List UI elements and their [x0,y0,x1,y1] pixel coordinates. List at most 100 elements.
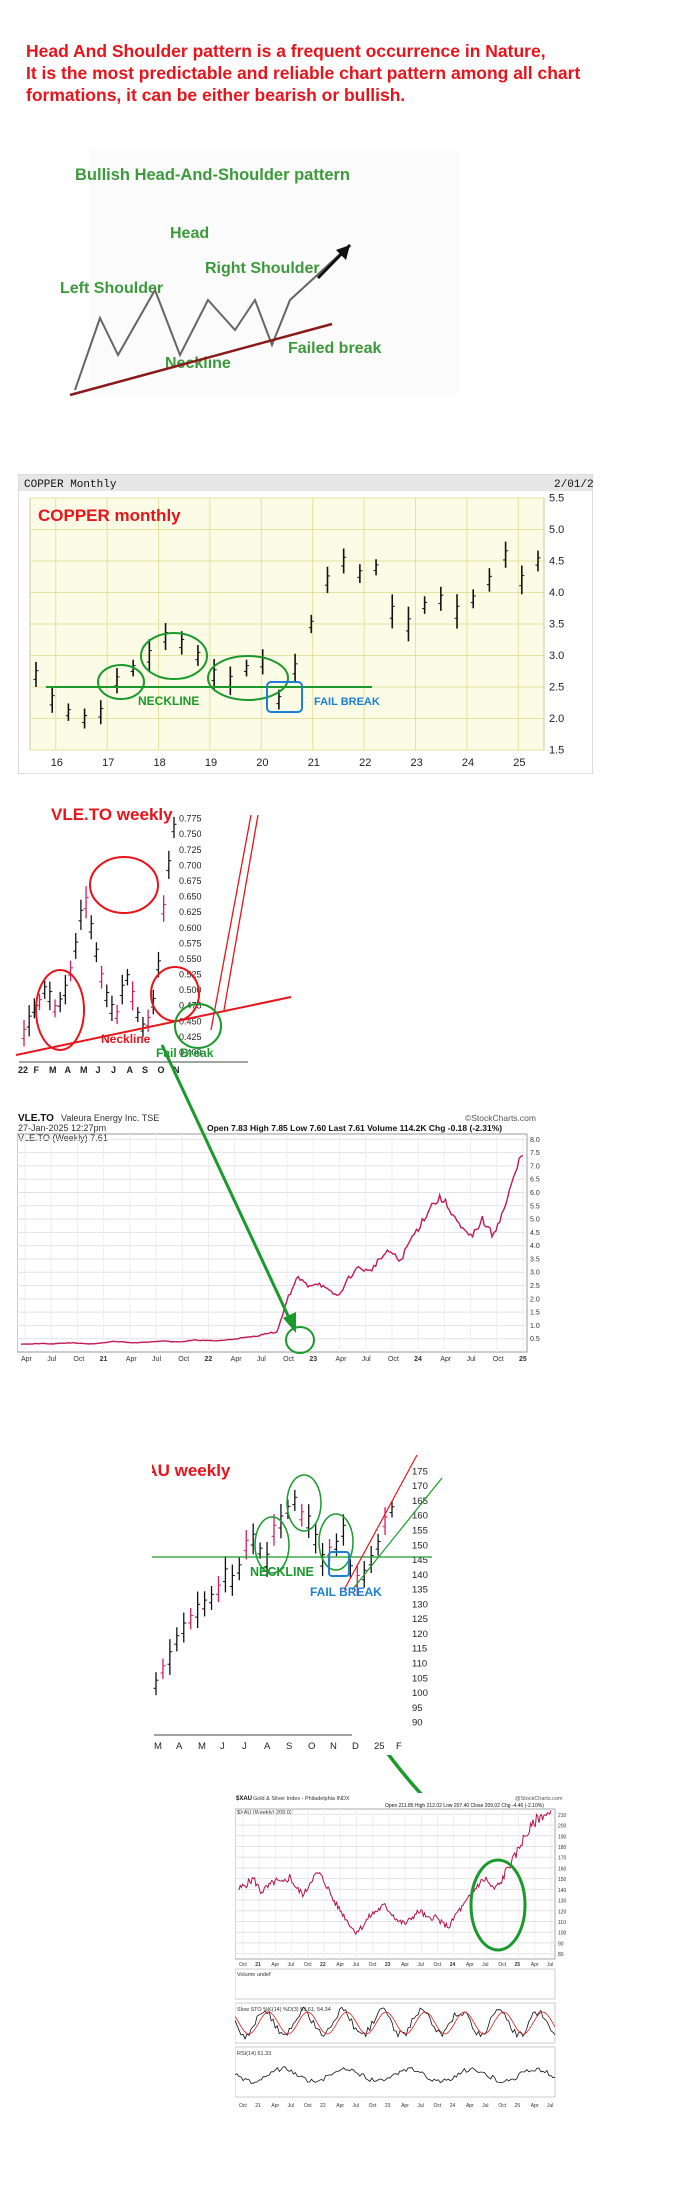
xau-y-tick: 115 [412,1644,427,1655]
xaus-x-tick: Jul [352,1962,358,1968]
vle-trend-line-2 [210,814,252,1031]
xaus-credit: @StockCharts.com [515,1796,563,1802]
vle-bar [109,995,115,1021]
vle-y-tick: 0.675 [179,876,202,886]
copper-bar [503,541,509,568]
xaus-y-tick: 110 [558,1920,566,1926]
neckline-label: Neckline [165,355,231,372]
xau-weekly-background [152,1440,452,1755]
vle-y-tick: 0.775 [179,814,202,824]
xaus-lower-x-tick: 21 [255,2103,261,2109]
vle-bar [93,942,99,963]
vles-x-tick: 22 [204,1356,212,1363]
intro-line-3: formations, it can be either bearish or … [26,85,406,105]
xau-bar [313,1524,319,1554]
xau-bar [375,1533,381,1556]
xaus-y-tick: 90 [558,1941,564,1947]
xau-bar [215,1575,221,1603]
copper-x-tick: 24 [462,757,474,769]
copper-bar [146,639,152,672]
xaus-lower-x-tick: Apr [466,2103,474,2109]
vles-y-tick: 2.0 [530,1296,540,1303]
vle-x-tick: A [65,1065,72,1075]
vles-x-tick: Apr [126,1356,138,1363]
xaus-x-tick: Jul [417,1962,423,1968]
xaus-y-tick: 200 [558,1824,567,1830]
xau-x-tick: N [330,1741,337,1752]
vle-x-tick: J [96,1065,101,1075]
xaus-y-tick: 170 [558,1856,567,1862]
vles-symbol: VLE.TO [18,1113,54,1124]
schematic-diagram: Bullish Head-And-Shoulder pattern Head L… [60,150,460,397]
xaus-x-tick: Apr [336,1962,344,1968]
xaus-y-tick: 180 [558,1845,567,1851]
vles-y-tick: 2.5 [530,1283,540,1290]
copper-bar [211,658,217,690]
vle-y-tick: 0.750 [179,829,202,839]
xau-bar [382,1507,388,1536]
intro-line-2: It is the most predictable and reliable … [26,63,581,83]
xau-y-tick: 95 [412,1703,423,1714]
vle-bar [171,816,177,839]
xaus-x-tick: Jul [482,1962,488,1968]
xau-x-tick: F [396,1741,402,1752]
copper-y-tick: 5.5 [549,493,564,505]
vle-bar [21,1020,27,1047]
xau-y-tick: 125 [412,1614,428,1625]
xaus-y-tick: 120 [558,1909,567,1915]
xau-trend-line-red [343,1454,418,1591]
xau-bar [209,1585,215,1610]
copper-right-shoulder-circle [207,655,289,701]
xau-y-tick: 110 [412,1658,427,1669]
vle-bar [47,981,53,1011]
vle-x-tick: A [127,1065,134,1075]
copper-bar [324,566,330,594]
xaus-stoch-panel [235,2002,556,2044]
vles-y-tick: 3.5 [530,1256,540,1263]
copper-x-tick: 20 [256,757,268,769]
vle-x-tick: M [80,1065,88,1075]
vle-head-circle [89,856,159,914]
copper-left-shoulder-circle [97,664,145,700]
copper-bar [33,661,39,687]
xau-weekly-chart: 90 95 100 105 110 115 120 125 130 135 140 145 150 155… [152,1440,452,1755]
vles-x-tick: Jul [47,1356,56,1363]
copper-monthly-chart: COPPER Monthly 2/01/25 1.5 2.0 2.5 3.0 3.5 4.… [18,474,593,774]
vles-y-tick: 7.5 [530,1150,540,1157]
vle-y-tick: 0.700 [179,860,202,870]
vle-y-tick: 0.575 [179,938,202,948]
xau-x-tick: M [154,1741,162,1752]
xau-bar [292,1489,298,1511]
xau-x-tick: J [242,1741,247,1752]
vles-company: Valeura Energy Inc. TSE [61,1113,159,1123]
vle-bar [145,1009,151,1033]
vles-x-tick: Oct [178,1356,189,1363]
xaus-y-tick: 150 [558,1877,567,1883]
xau-x-tick: M [198,1741,206,1752]
vles-background [17,1110,542,1370]
xaus-lower-x-tick: 23 [385,2103,391,2109]
vle-bar [26,1005,32,1037]
vles-x-tick: Jul [362,1356,371,1363]
xaus-y-tick: 210 [558,1813,567,1819]
xaus-price-line [238,1810,552,1936]
xaus-lower-x-tick: Oct [434,2103,442,2109]
xaus-lower-x-tick: Jul [417,2103,423,2109]
vles-y-tick: 8.0 [530,1137,540,1144]
copper-x-tick: 18 [154,757,166,769]
xaus-y-tick: 100 [558,1931,567,1937]
xaus-ohlc: Open 211.85 High 212.02 Low 207.40 Close… [385,1803,544,1809]
xau-y-tick: 130 [412,1599,428,1610]
vles-x-tick: Oct [283,1356,294,1363]
xaus-lower-x-tick: Jul [352,2103,358,2109]
xau-right-shoulder-circle [318,1513,354,1571]
xau-trend-line-green [351,1477,443,1591]
copper-bar [114,668,120,694]
xaus-stoch-label: Slow STO %K(14) %D(3) 53.61, 54.34 [237,2007,331,2013]
vle-x-tick: N [173,1065,180,1075]
xau-y-tick: 145 [412,1555,428,1566]
vles-y-tick: 6.0 [530,1190,540,1197]
xau-x-tick: A [176,1741,183,1752]
vles-y-tick: 1.5 [530,1310,540,1317]
xaus-lower-x-tick: Apr [336,2103,344,2109]
